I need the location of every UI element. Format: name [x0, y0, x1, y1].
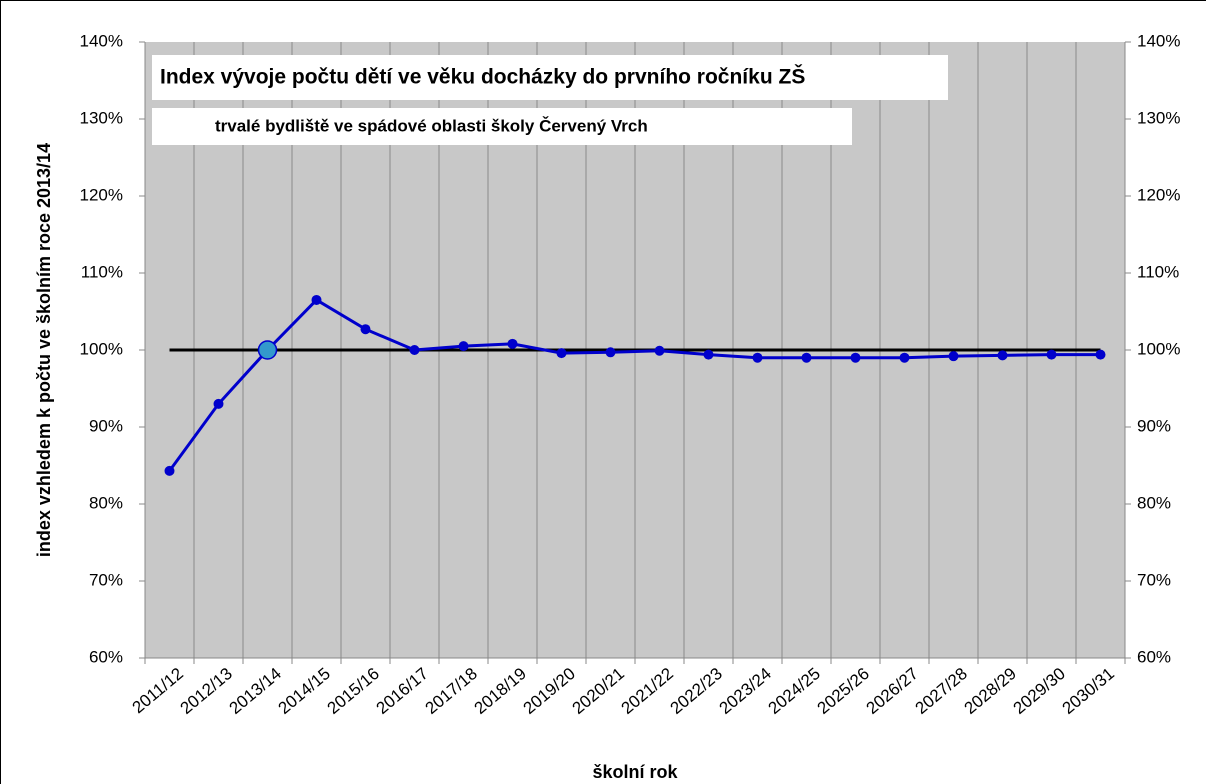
highlight-marker	[257, 340, 278, 360]
marker	[1095, 349, 1106, 360]
marker	[703, 349, 714, 360]
y-tick-label: 80%	[89, 493, 123, 512]
y2-tick-label: 120%	[1137, 185, 1180, 204]
marker	[311, 294, 322, 305]
y-tick-label: 70%	[89, 570, 123, 589]
marker	[654, 345, 665, 356]
marker	[556, 348, 567, 359]
marker	[948, 351, 959, 362]
marker	[605, 347, 616, 358]
y2-tick-label: 140%	[1137, 31, 1180, 50]
y-tick-label: 60%	[89, 647, 123, 666]
marker	[899, 352, 910, 363]
marker	[164, 465, 175, 476]
y2-tick-label: 90%	[1137, 416, 1171, 435]
marker	[997, 350, 1008, 361]
marker	[409, 345, 420, 355]
y-tick-label: 90%	[89, 416, 123, 435]
y2-tick-label: 70%	[1137, 570, 1171, 589]
x-axis-label: školní rok	[592, 762, 678, 782]
y-tick-label: 140%	[80, 31, 123, 50]
y-tick-label: 100%	[80, 339, 123, 358]
chart-title: Index vývoje počtu dětí ve věku docházky…	[160, 65, 805, 89]
marker	[850, 352, 861, 363]
y2-tick-label: 110%	[1137, 262, 1179, 281]
data-line	[168, 298, 1101, 472]
title-box	[152, 55, 948, 100]
y2-tick-label: 60%	[1137, 647, 1171, 666]
y-tick-label: 130%	[80, 108, 123, 127]
y-axis-label: index vzhledem k počtu ve školním roce 2…	[34, 143, 54, 557]
marker	[801, 352, 812, 363]
y2-tick-label: 80%	[1137, 493, 1171, 512]
subtitle-box	[152, 108, 852, 145]
marker	[213, 398, 224, 409]
chart-subtitle: trvalé bydliště ve spádové oblasti školy…	[215, 116, 648, 135]
marker	[507, 338, 518, 349]
y2-tick-label: 100%	[1137, 339, 1180, 358]
marker	[360, 324, 371, 335]
y-tick-label: 110%	[81, 262, 123, 281]
marker	[1046, 349, 1057, 360]
y-tick-label: 120%	[80, 185, 123, 204]
marker	[752, 352, 763, 363]
y2-tick-label: 130%	[1137, 108, 1180, 127]
marker	[458, 341, 469, 352]
